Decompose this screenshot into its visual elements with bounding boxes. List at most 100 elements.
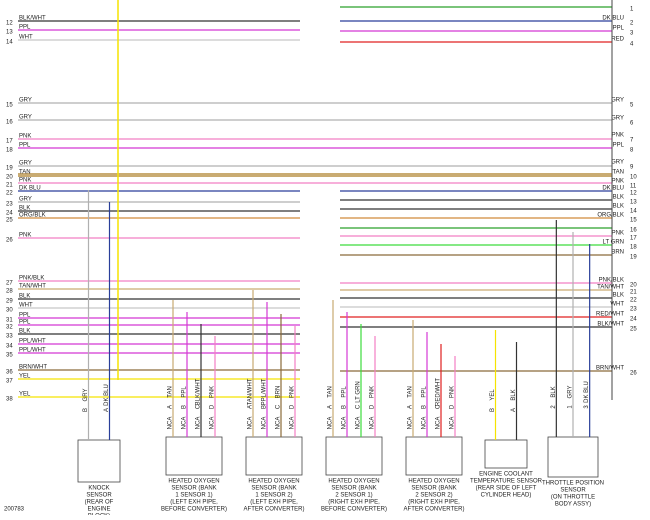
- row-number: 22: [6, 191, 13, 197]
- row-number: 18: [6, 148, 13, 154]
- pin-text: NCA: [450, 417, 456, 430]
- wire-label: RED/WHT: [596, 312, 624, 318]
- row-number: 15: [6, 103, 13, 109]
- wire-label: YEL: [19, 374, 31, 380]
- wire-label: TAN/WHT: [19, 284, 46, 290]
- row-number: 20: [6, 175, 13, 181]
- footer: 200783: [4, 507, 25, 513]
- row-number: 15: [630, 218, 637, 224]
- wire-label: BLK: [19, 329, 30, 335]
- pin-text: PPL/WHT: [262, 378, 268, 405]
- component-name: SENSOR (BANK: [171, 486, 216, 492]
- wire-label: GRY: [19, 115, 32, 121]
- component-name: AFTER CONVERTER): [404, 507, 465, 513]
- row-number: 21: [6, 183, 13, 189]
- component-name: (LEFT EXH PIPE,: [250, 500, 298, 506]
- wire-label: PPL: [19, 313, 31, 319]
- component-name: BODY ASSY): [555, 502, 591, 508]
- row-number: 4: [630, 42, 634, 48]
- pin-text: NCA: [290, 417, 296, 430]
- pin-text: D: [290, 404, 296, 409]
- wire-label: PPL/WHT: [19, 348, 46, 354]
- wire-label: PPL/WHT: [19, 339, 46, 345]
- row-number: 17: [6, 139, 13, 145]
- wire-label: LT GRN: [603, 240, 624, 246]
- pin-text: D: [450, 404, 456, 409]
- pin-text: NCA: [196, 417, 202, 430]
- wire-label: PNK: [19, 134, 31, 140]
- wire-label: DK BLU: [602, 16, 624, 22]
- pin-text: NCA: [436, 417, 442, 430]
- row-number: 29: [6, 299, 13, 305]
- component-name: BEFORE CONVERTER): [161, 507, 227, 513]
- pin-text: NCA: [328, 417, 334, 430]
- row-number: 34: [6, 344, 13, 350]
- component-name: ENGINE COOLANT: [479, 472, 533, 478]
- pin-text: PNK: [370, 386, 376, 398]
- wire-label: WHT: [19, 303, 33, 309]
- component-name: THROTTLE POSITION: [542, 481, 604, 487]
- pin-text: A: [168, 405, 174, 409]
- component-name: (REAR SIDE OF LEFT: [476, 486, 537, 492]
- row-number: 22: [630, 298, 637, 304]
- row-number: 12: [6, 21, 13, 27]
- pin-text: BLK: [511, 389, 517, 400]
- wire-label: PNK/BLK: [599, 278, 624, 284]
- wire-label: BRN/WHT: [19, 365, 47, 371]
- pin-text: DK BLU: [104, 384, 110, 406]
- wire-label: PNK: [612, 231, 624, 237]
- pin-text: PNK: [210, 386, 216, 398]
- component-box: [325, 436, 383, 476]
- row-number: 32: [6, 325, 13, 331]
- component-name: CYLINDER HEAD): [481, 493, 532, 499]
- wire-label: WHT: [610, 302, 624, 308]
- wire-label: BLK: [613, 293, 624, 299]
- pin-text: NCA: [356, 417, 362, 430]
- row-number: 2: [630, 21, 634, 27]
- pin-text: NCA: [210, 417, 216, 430]
- wire-label: BLK: [19, 294, 30, 300]
- wire-label: BLK/WHT: [19, 16, 46, 22]
- component-name: TEMPERATURE SENSOR: [470, 479, 543, 485]
- wire-label: BLK: [613, 204, 624, 210]
- row-number: 6: [630, 121, 634, 127]
- row-number: 31: [6, 318, 13, 324]
- component-box: [245, 436, 303, 476]
- wire-label: GRY: [611, 98, 624, 104]
- row-number: 19: [630, 255, 637, 261]
- component-box: [165, 436, 223, 476]
- pin-text: TAN/WHT: [248, 378, 254, 405]
- wire-label: DK BLU: [19, 186, 41, 192]
- row-number: 7: [630, 138, 634, 144]
- wire-label: ORG/BLK: [19, 213, 46, 219]
- component-name: BEFORE CONVERTER): [321, 507, 387, 513]
- pin-text: YEL: [490, 389, 496, 401]
- component-box: [405, 436, 463, 476]
- pin-text: 1: [568, 405, 574, 409]
- row-number: 9: [630, 165, 634, 171]
- wire-label: PNK: [19, 233, 31, 239]
- pin-text: D: [210, 404, 216, 409]
- pin-text: D: [370, 404, 376, 409]
- pin-text: NCA: [342, 417, 348, 430]
- component-name: ENGINE: [87, 507, 110, 513]
- pin-text: NCA: [168, 417, 174, 430]
- wire-label: GRY: [611, 160, 624, 166]
- component-name: SENSOR (BANK: [411, 486, 456, 492]
- pin-text: B: [83, 408, 89, 412]
- pin-text: A: [248, 405, 254, 409]
- row-number: 20: [630, 283, 637, 289]
- component-name: KNOCK: [88, 486, 109, 492]
- wire-label: GRY: [19, 161, 32, 167]
- pin-text: C: [436, 404, 442, 409]
- pin-text: A: [511, 408, 517, 412]
- component-name: HEATED OXYGEN: [168, 479, 219, 485]
- wire-label: PPL: [19, 25, 31, 31]
- wire-label: PPL: [19, 320, 31, 326]
- pin-text: B: [262, 405, 268, 409]
- component-name: HEATED OXYGEN: [408, 479, 459, 485]
- pin-text: NCA: [276, 417, 282, 430]
- wire-label: PNK/BLK: [19, 276, 44, 282]
- wire-label: GRY: [19, 98, 32, 104]
- wire-label: BRN/WHT: [596, 366, 624, 372]
